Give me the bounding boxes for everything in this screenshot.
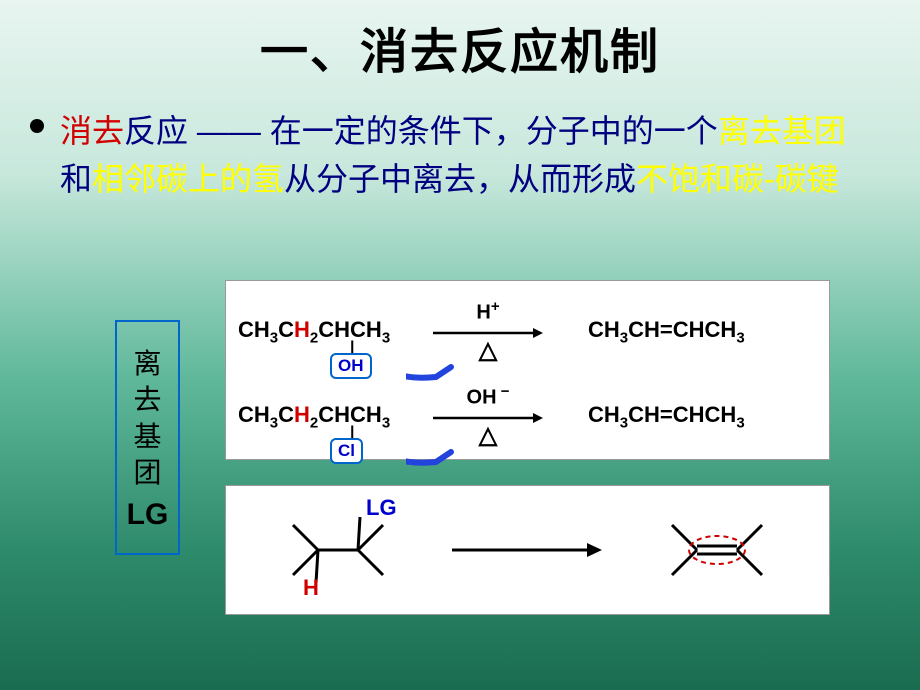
leaving-group-oh: OH [330, 353, 372, 379]
skeletal-reactant: H LG [248, 495, 428, 605]
double-bond-highlight [689, 536, 745, 564]
arrow-icon-3 [452, 540, 602, 560]
skeletal-h-label: H [303, 575, 319, 600]
def-seg2: 反应 —— 在一定的条件下，分子中的一个 [124, 113, 718, 149]
reaction-panel-1: CH3CH2CHCH3 | OH H+ △ CH3CH=CHCH3 CH3CH2… [225, 280, 830, 460]
condition-bottom-2: △ [479, 421, 497, 450]
leaving-group-box: 离 去 基 团 LG [115, 320, 180, 555]
arrow-1: H+ △ [423, 298, 553, 366]
def-seg5: 相邻碳上的氢 [92, 161, 284, 197]
condition-top-1: H+ [476, 298, 499, 325]
lg-char-4: 团 [133, 455, 161, 491]
reaction-row-2: CH3CH2CHCH3 | Cl OH − △ CH3CH=CHCH3 [238, 374, 817, 459]
lg-char-3: 基 [133, 419, 161, 455]
def-seg1: 消去 [60, 113, 124, 149]
reaction-panel-2: H LG [225, 485, 830, 615]
leaving-group-cl: Cl [330, 438, 363, 464]
bullet-icon [30, 119, 44, 133]
lg-char-1: 离 [133, 346, 161, 382]
reactant-2: CH3CH2CHCH3 | Cl [238, 402, 423, 431]
arrow-2: OH − △ [423, 383, 553, 451]
def-seg6: 从分子中离去，从而形成 [284, 161, 636, 197]
skeletal-product [627, 495, 807, 605]
page-title: 一、消去反应机制 [0, 0, 920, 82]
lg-char-2: 去 [133, 382, 161, 418]
def-seg7: 不饱和碳-碳键 [636, 161, 839, 197]
def-seg4: 和 [60, 161, 92, 197]
condition-top-2: OH − [467, 383, 510, 410]
skeletal-lg-label: LG [366, 495, 397, 520]
definition-text: 消去反应 —— 在一定的条件下，分子中的一个离去基团和相邻碳上的氢从分子中离去，… [60, 107, 860, 203]
product-1: CH3CH=CHCH3 [588, 317, 745, 346]
def-seg3: 离去基团 [718, 113, 846, 149]
beta-h-2: H [294, 402, 310, 427]
product-2: CH3CH=CHCH3 [588, 402, 745, 431]
reaction-row-1: CH3CH2CHCH3 | OH H+ △ CH3CH=CHCH3 [238, 289, 817, 374]
beta-h-1: H [294, 317, 310, 342]
condition-bottom-1: △ [479, 336, 497, 365]
lg-abbrev: LG [127, 495, 169, 534]
reactant-1: CH3CH2CHCH3 | OH [238, 317, 423, 346]
